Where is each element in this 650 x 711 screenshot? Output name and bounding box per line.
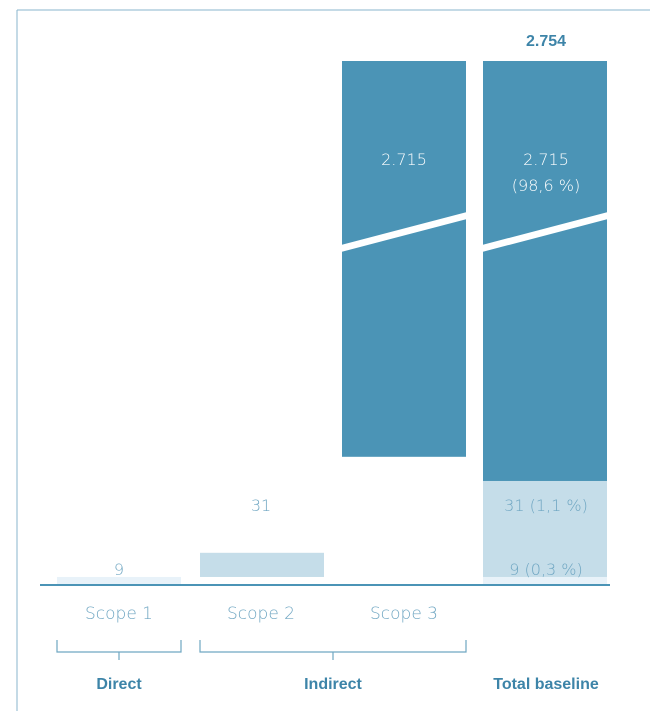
bar-scope-1 xyxy=(57,576,181,584)
data-label-scope-1: 9 xyxy=(114,560,124,579)
group-bracket-direct xyxy=(56,640,182,660)
bar-total-scope-3 xyxy=(483,61,607,481)
category-label-scope-3: Scope 3 xyxy=(370,604,438,624)
group-label-indirect: Indirect xyxy=(304,676,362,693)
data-label-scope-3: 2.715 xyxy=(381,150,427,169)
data-label-scope-2: 31 xyxy=(251,496,271,515)
category-label-scope-2: Scope 2 xyxy=(227,604,295,624)
bar-total-scope-2 xyxy=(483,480,607,577)
bar-scope-2 xyxy=(200,552,324,577)
group-bracket-indirect xyxy=(199,640,467,660)
data-label-total-scope-2: 31 (1,1 %) xyxy=(504,496,588,515)
bar-total-scope-1 xyxy=(483,576,607,584)
category-label-scope-1: Scope 1 xyxy=(85,604,153,624)
data-label-total-scope-3: 2.715 xyxy=(523,150,569,169)
bar-scope-3 xyxy=(342,61,466,457)
data-label-total-scope-1: 9 (0,3 %) xyxy=(509,560,582,579)
group-label-direct: Direct xyxy=(96,676,142,693)
axis-break-scope-3 xyxy=(341,212,467,252)
axis-break-total xyxy=(482,212,608,252)
total-value-label: 2.754 xyxy=(526,33,566,50)
data-label-total-scope-3-share: (98,6 %) xyxy=(512,176,580,195)
group-label-total-baseline: Total baseline xyxy=(493,676,599,693)
